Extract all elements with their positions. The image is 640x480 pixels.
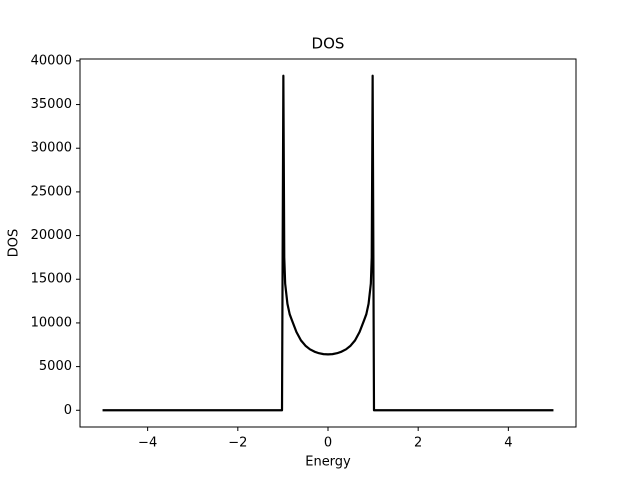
plot-frame [79, 58, 577, 428]
y-tick-label: 20000 [31, 228, 72, 243]
y-tick-label: 0 [64, 403, 72, 418]
data-line [102, 74, 554, 412]
y-tick-label: 10000 [31, 315, 72, 330]
x-tick-label: 2 [414, 436, 422, 451]
chart-title: DOS [312, 35, 345, 53]
y-tick-label: 5000 [39, 359, 72, 374]
x-axis-label: Energy [305, 455, 351, 470]
x-tick-label: 0 [324, 436, 332, 451]
x-tick-label: −4 [138, 436, 157, 451]
y-tick-label: 25000 [31, 184, 72, 199]
y-tick-label: 35000 [31, 97, 72, 112]
y-tick-label: 30000 [31, 141, 72, 156]
x-tick-label: −2 [228, 436, 247, 451]
x-tick-label: 4 [504, 436, 512, 451]
y-tick-label: 40000 [31, 53, 72, 68]
y-tick-label: 15000 [31, 272, 72, 287]
y-axis-label: DOS [7, 229, 22, 258]
